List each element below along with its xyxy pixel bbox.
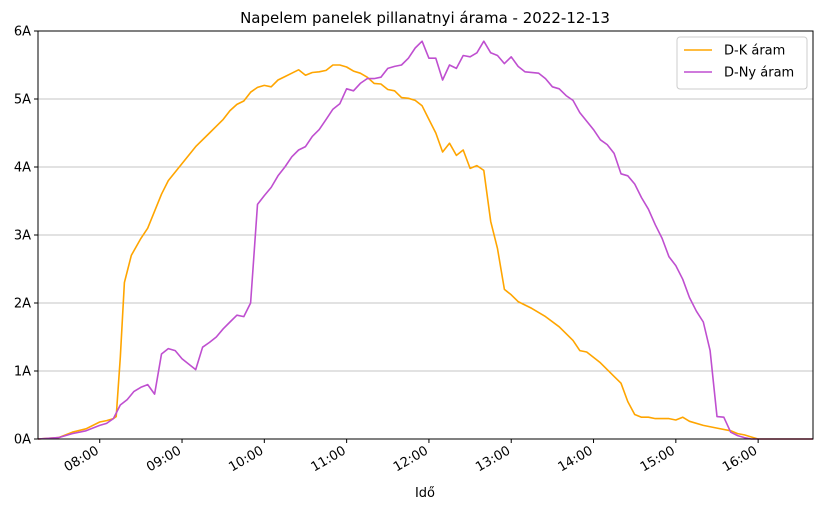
x-axis: 08:00 09:00 10:00 11:00 12:00 13:00 14:00 15:00… bbox=[62, 439, 760, 475]
legend-label: D-K áram bbox=[724, 44, 785, 59]
series-line-1 bbox=[37, 64, 813, 440]
y-tick-label: 4A bbox=[14, 161, 31, 176]
x-tick-label: 09:00 bbox=[144, 443, 184, 475]
chart-title: Napelem panelek pillanatnyi árama - 2022… bbox=[240, 9, 610, 27]
y-tick-label: 2A bbox=[14, 297, 31, 312]
y-tick-label: 3A bbox=[14, 229, 31, 244]
y-tick-label: 0A bbox=[14, 433, 31, 448]
x-tick-label: 15:00 bbox=[638, 443, 678, 475]
x-tick-label: 14:00 bbox=[556, 443, 596, 475]
y-tick-label: 5A bbox=[14, 93, 31, 108]
x-tick-label: 10:00 bbox=[226, 443, 266, 475]
x-tick-label: 11:00 bbox=[309, 443, 349, 475]
y-tick-label: 6A bbox=[14, 25, 31, 40]
grid-lines bbox=[38, 30, 813, 440]
legend: D-K áram D-Ny áram bbox=[676, 36, 808, 90]
series-line-2 bbox=[37, 40, 813, 440]
y-axis: 0A 1A 2A 3A 4A 5A 6A bbox=[14, 25, 38, 448]
x-tick-label: 13:00 bbox=[473, 443, 513, 475]
y-tick-label: 1A bbox=[14, 365, 31, 380]
x-axis-label: Idő bbox=[415, 486, 435, 501]
x-tick-label: 16:00 bbox=[720, 443, 760, 475]
series-lines bbox=[37, 40, 813, 440]
legend-label: D-Ny áram bbox=[724, 66, 794, 81]
x-tick-label: 12:00 bbox=[391, 443, 431, 475]
x-tick-label: 08:00 bbox=[62, 443, 102, 475]
